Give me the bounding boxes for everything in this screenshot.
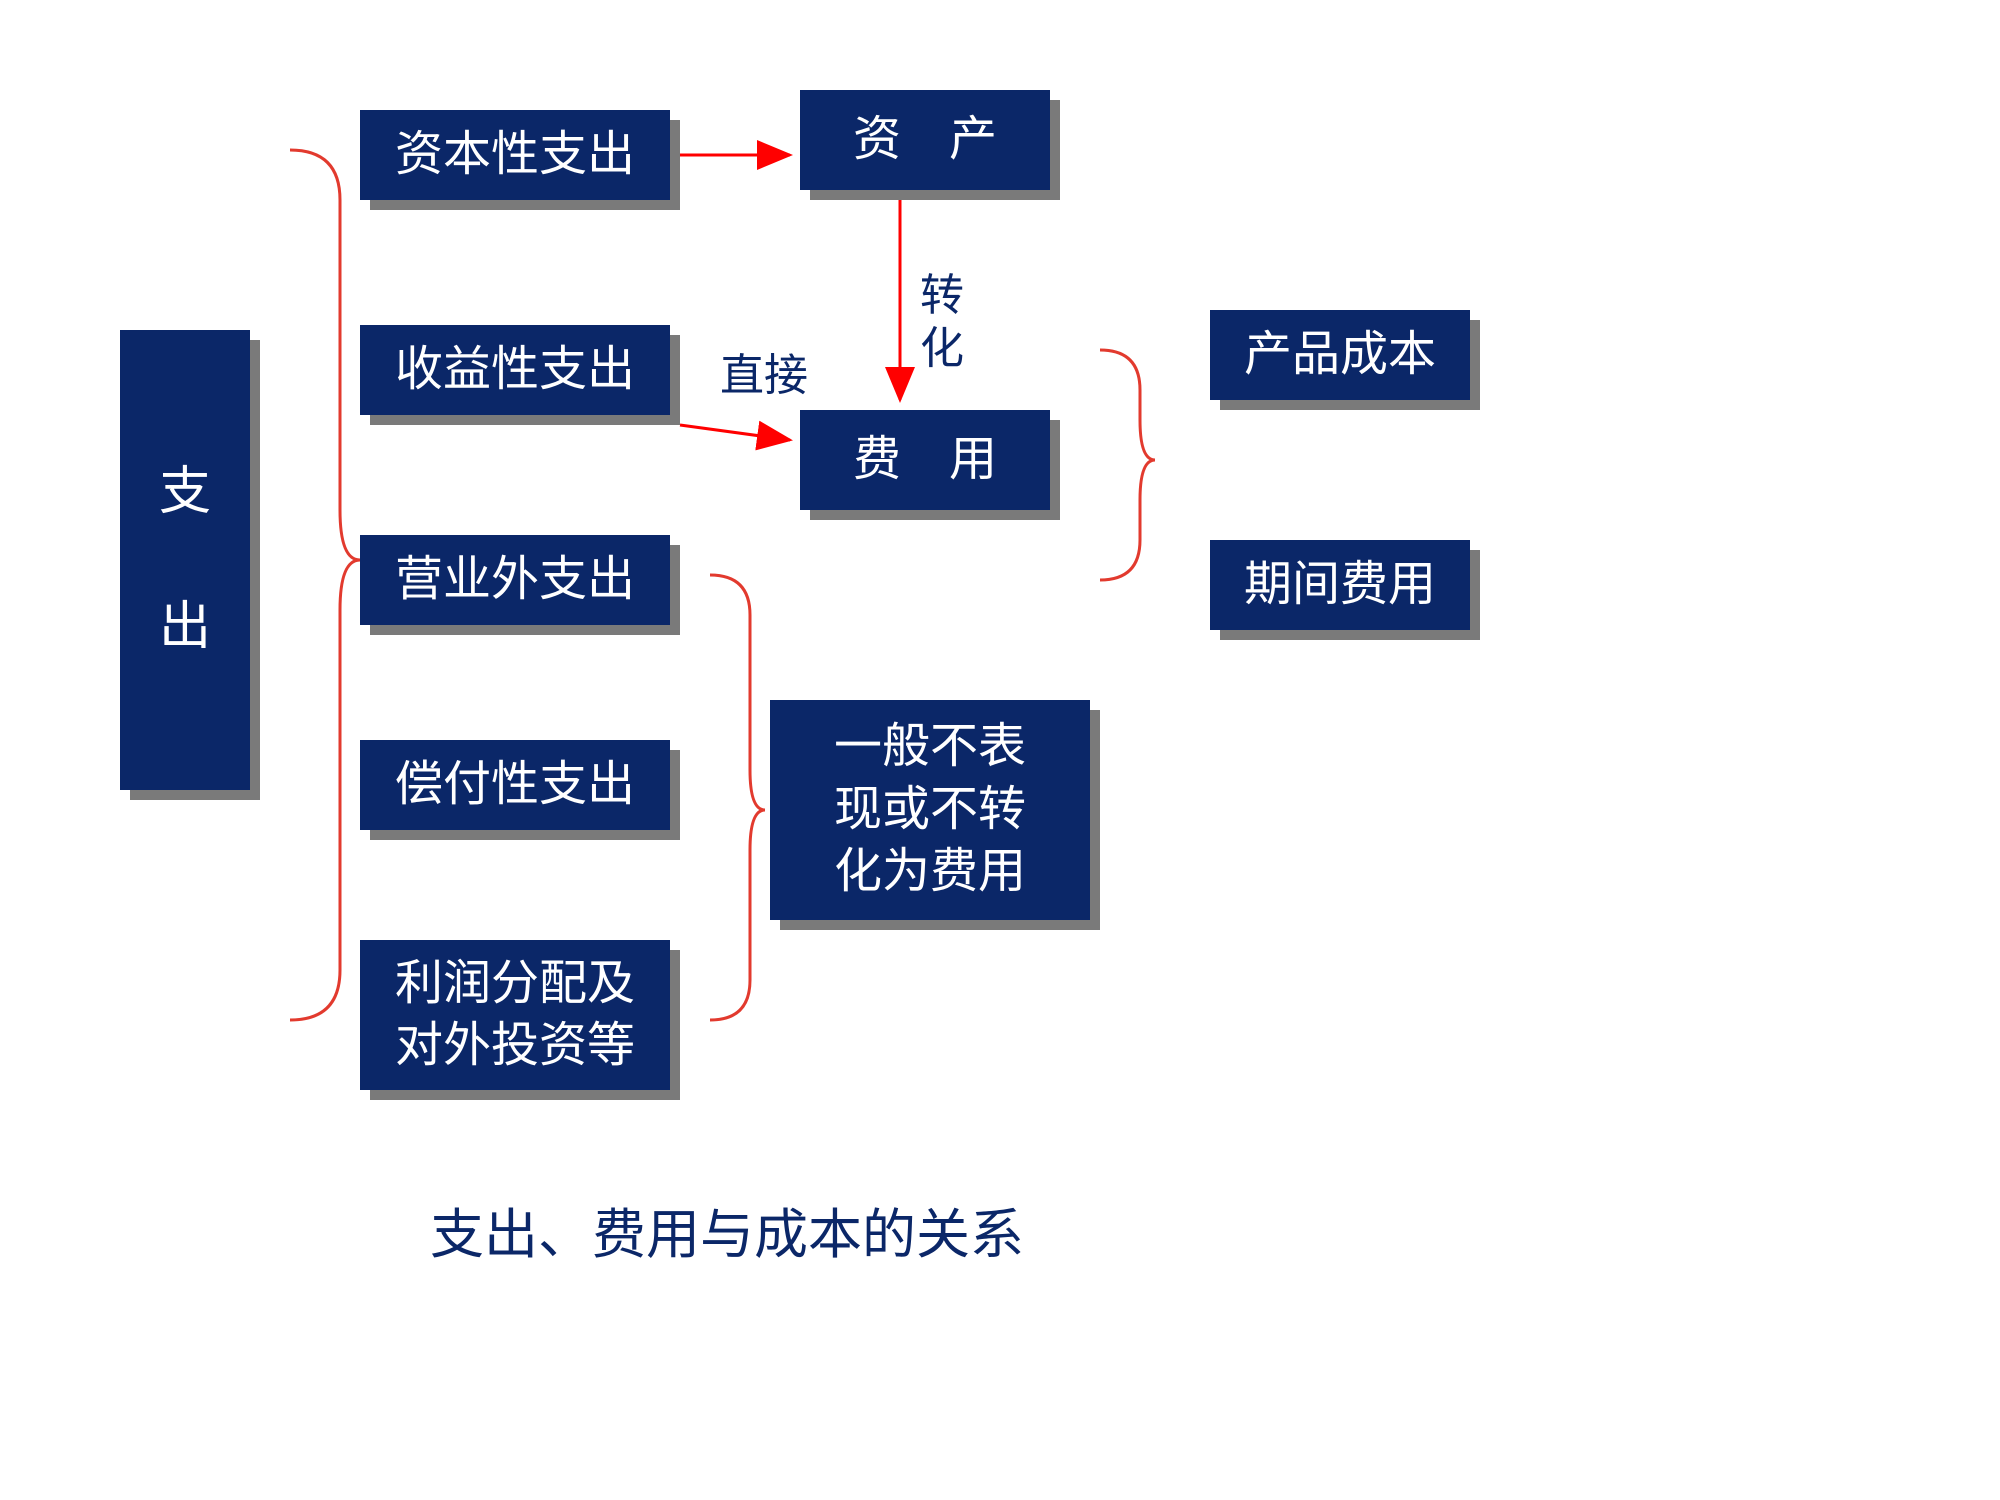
node-repay: 偿付性支出 <box>360 740 670 830</box>
node-asset: 资 产 <box>800 90 1050 190</box>
node-capital: 资本性支出 <box>360 110 670 200</box>
node-general: 一般不表 现或不转 化为费用 <box>770 700 1090 920</box>
node-non_op: 营业外支出 <box>360 535 670 625</box>
node-product_cost: 产品成本 <box>1210 310 1470 400</box>
node-profit_dist: 利润分配及 对外投资等 <box>360 940 670 1090</box>
bracket-lower <box>710 575 765 1020</box>
node-expense: 费 用 <box>800 410 1050 510</box>
label-transform: 转 化 <box>920 270 964 376</box>
arrow-revenue-expense <box>680 425 790 440</box>
label-direct: 直接 <box>720 350 808 403</box>
bracket-main <box>290 150 360 1020</box>
node-root: 支 出 <box>120 330 250 790</box>
node-revenue_exp: 收益性支出 <box>360 325 670 415</box>
bracket-cost <box>1100 350 1155 580</box>
node-period_cost: 期间费用 <box>1210 540 1470 630</box>
diagram-title: 支出、费用与成本的关系 <box>430 1190 1024 1269</box>
